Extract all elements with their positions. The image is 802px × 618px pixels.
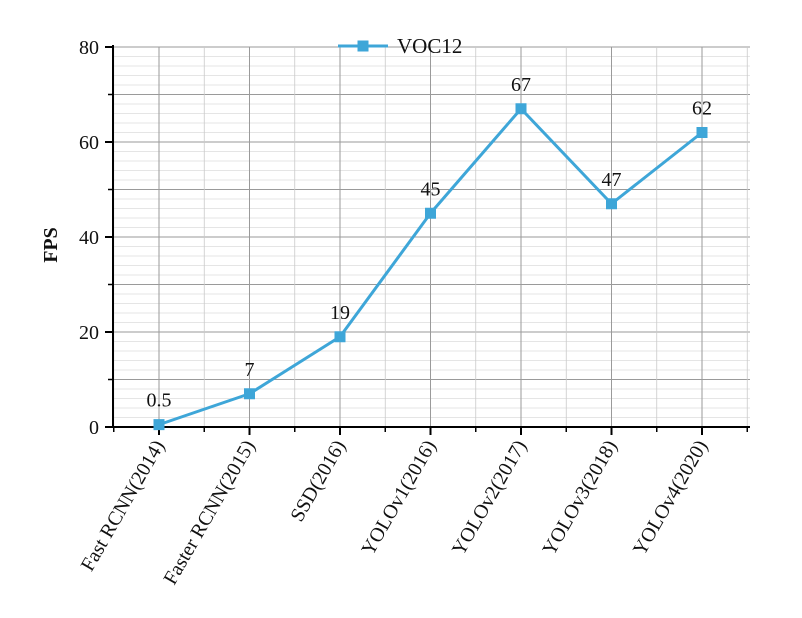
grid (113, 46, 750, 428)
data-label: 0.5 (147, 390, 172, 412)
x-tick-label: Fast RCNN(2014) (77, 437, 170, 576)
x-tick-label: Faster RCNN(2015) (159, 437, 259, 589)
data-label: 19 (330, 302, 350, 324)
y-tick-label: 40 (79, 227, 99, 249)
y-axis-label: FPS (40, 227, 62, 263)
data-point (696, 127, 708, 138)
x-tick-label: SSD(2016) (286, 437, 350, 526)
x-axis-ticks: Fast RCNN(2014)Faster RCNN(2015) SSD(2016… (77, 427, 748, 588)
legend-marker (357, 40, 369, 52)
data-point (425, 207, 436, 219)
data-point (244, 388, 255, 400)
y-tick-label: 20 (79, 322, 99, 344)
data-label: 45 (421, 178, 441, 200)
y-tick-label: 0 (89, 417, 99, 439)
data-label: 62 (692, 98, 712, 120)
y-tick-label: 60 (79, 132, 99, 154)
legend-label: VOC12 (397, 34, 462, 58)
data-point (334, 331, 346, 343)
legend: VOC12 (338, 34, 462, 58)
data-point (515, 103, 527, 115)
x-tick-label: YOLOv1(2016) (357, 437, 440, 560)
series-voc12: 0.5 7 19 45 67 47 62 (147, 74, 712, 431)
x-tick-label: YOLOv4(2020) (629, 437, 712, 560)
data-point (153, 419, 165, 431)
data-point (606, 198, 617, 210)
data-label: 67 (511, 74, 531, 96)
x-tick-label: YOLOv3(2018) (538, 437, 621, 560)
data-label: 47 (602, 169, 622, 191)
data-label: 7 (245, 359, 255, 381)
y-tick-label: 80 (79, 37, 99, 59)
x-tick-label: YOLOv2(2017) (448, 437, 531, 560)
y-axis-ticks: 0 20 40 60 80 (79, 37, 113, 439)
